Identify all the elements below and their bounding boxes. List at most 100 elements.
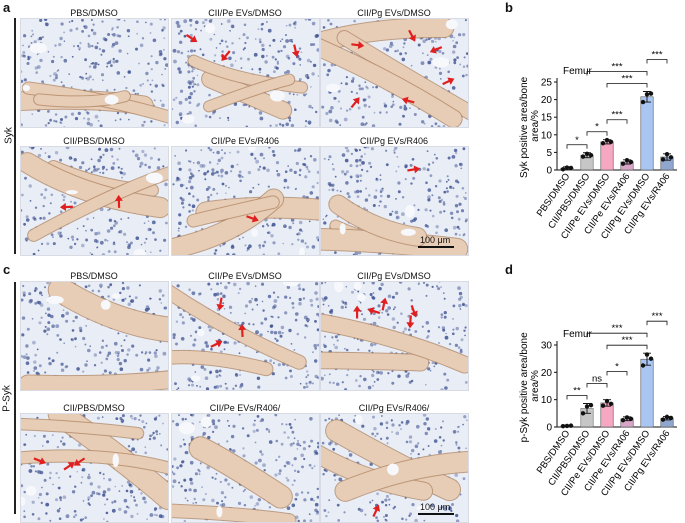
arrow-marker-icon	[353, 306, 361, 319]
data-point	[561, 424, 565, 428]
y-tick-label: 0	[546, 423, 552, 434]
panel-label-a: a	[3, 0, 10, 15]
scalebar-a	[418, 246, 454, 248]
significance-label: ***	[621, 74, 632, 85]
data-point	[665, 152, 669, 156]
data-point	[645, 352, 649, 356]
data-point	[581, 154, 585, 158]
micrograph-image	[320, 18, 469, 128]
significance-label: ***	[621, 335, 632, 346]
data-point	[625, 158, 629, 162]
y-tick-label: 10	[541, 395, 553, 406]
micrograph-title: PBS/DMSO	[70, 8, 118, 18]
chart-title: Femur	[563, 329, 593, 340]
bar	[641, 97, 653, 170]
micrograph-title: CII/Pg EVs/DMSO	[357, 8, 431, 18]
data-point	[605, 138, 609, 142]
y-tick-label: 30	[541, 341, 553, 352]
data-point	[589, 153, 593, 157]
data-point	[625, 415, 629, 419]
micrograph-title: CII/Pe EVs/R406/	[210, 403, 281, 413]
data-point	[641, 363, 645, 367]
micrograph-image	[171, 146, 320, 256]
micrograph-image	[20, 18, 169, 128]
data-point	[645, 92, 649, 96]
data-point	[569, 166, 573, 170]
arrow-marker-icon	[441, 75, 456, 88]
micrograph-image	[20, 281, 169, 391]
arrow-marker-icon	[407, 165, 421, 175]
data-point	[669, 416, 673, 420]
y-tick-label: 10	[541, 130, 553, 141]
data-point	[589, 403, 593, 407]
y-tick-label: 25	[541, 78, 553, 89]
data-point	[649, 91, 653, 95]
data-point	[585, 152, 589, 156]
data-point	[609, 402, 613, 406]
data-point	[601, 141, 605, 145]
data-point	[665, 415, 669, 419]
micrograph-title: PBS/DMSO	[70, 271, 118, 281]
arrow-marker-icon	[184, 32, 199, 46]
significance-label: ***	[651, 311, 662, 322]
arrow-marker-icon	[218, 48, 232, 63]
micrograph-image	[171, 281, 320, 391]
y-axis-label: p-Syk positive area/bone area/%	[519, 330, 541, 443]
data-point	[581, 411, 585, 415]
micrograph-title: CII/Pg EVs/DMSO	[357, 271, 431, 281]
side-bar-c	[14, 282, 16, 514]
micrograph-title: CII/Pe EVs/DMSO	[208, 271, 282, 281]
data-point	[569, 423, 573, 427]
significance-label: ***	[611, 62, 622, 73]
significance-label: *	[575, 135, 579, 146]
micrograph-image	[20, 413, 169, 523]
significance-label: **	[573, 385, 581, 396]
data-point	[649, 356, 653, 360]
significance-label: ***	[611, 110, 622, 121]
data-point	[601, 403, 605, 407]
data-point	[629, 417, 633, 421]
y-tick-label: 15	[541, 113, 553, 124]
micrograph-image	[171, 413, 320, 523]
arrow-marker-icon	[406, 315, 415, 329]
y-tick-label: 5	[546, 148, 552, 159]
y-axis-label: Syk positive area/bone area/%	[519, 74, 541, 178]
data-point	[609, 140, 613, 144]
stain-label-psyk: P-Syk	[2, 382, 13, 416]
data-point	[585, 404, 589, 408]
significance-label: ***	[651, 50, 662, 61]
micrograph-image	[171, 18, 320, 128]
micrograph-title: CII/Pg EVs/R406/	[359, 403, 430, 413]
micrograph-image	[20, 146, 169, 256]
y-tick-label: 0	[546, 166, 552, 177]
data-point	[641, 100, 645, 104]
data-point	[561, 167, 565, 171]
stain-label-syk: Syk	[4, 121, 15, 151]
micrograph-title: CII/Pe EVs/DMSO	[208, 8, 282, 18]
data-point	[621, 418, 625, 422]
arrow-marker-icon	[348, 95, 362, 110]
significance-label: *	[595, 122, 599, 133]
significance-label: ns	[592, 373, 602, 384]
data-point	[605, 399, 609, 403]
data-point	[565, 424, 569, 428]
data-point	[629, 160, 633, 164]
data-point	[661, 157, 665, 161]
significance-label: *	[615, 361, 619, 372]
bar	[601, 142, 613, 170]
y-tick-label: 20	[541, 95, 553, 106]
micrograph-title: CII/Pg EVs/R406	[360, 136, 428, 146]
bar	[641, 359, 653, 427]
micrograph-title: CII/Pe EVs/R406	[211, 136, 279, 146]
micrograph-image	[320, 281, 469, 391]
data-point	[661, 417, 665, 421]
significance-label: ***	[611, 323, 622, 334]
scalebar-c	[418, 513, 454, 515]
micrograph-title: CII/PBS/DMSO	[63, 403, 125, 413]
panel-label-c: c	[3, 262, 10, 277]
scalebar-label-c: 100 μm	[420, 502, 450, 512]
data-point	[669, 155, 673, 159]
scalebar-label-a: 100 μm	[420, 235, 450, 245]
